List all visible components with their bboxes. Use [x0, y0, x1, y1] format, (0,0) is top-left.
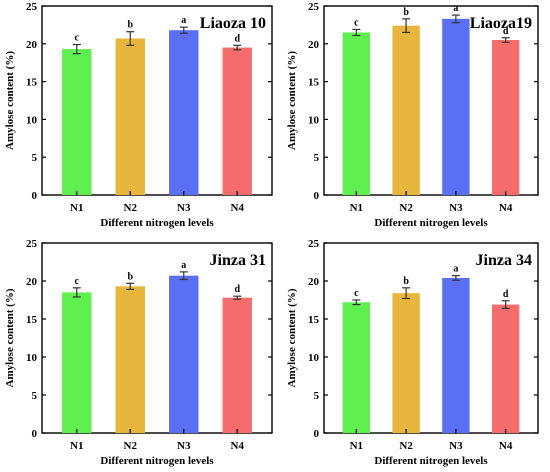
y-axis-title: Amylose content (%)	[4, 51, 16, 150]
plot-frame	[323, 242, 539, 434]
significance-letter: d	[503, 26, 509, 37]
x-tick-label: N3	[177, 440, 191, 452]
y-tick-label: 25	[26, 1, 38, 13]
x-tick-label: N1	[350, 440, 363, 452]
y-tick-label: 25	[308, 238, 320, 250]
y-tick-label: 0	[32, 428, 38, 440]
x-axis-title: Different nitrogen levels	[100, 455, 214, 467]
y-tick-label: 15	[26, 314, 38, 326]
significance-letter: a	[181, 15, 186, 26]
significance-letter: a	[453, 3, 458, 14]
chart-panel-2: 0 5 10 15 20 25 c N1 b N2 a N3 d N4 Liaoza19 Different …	[286, 1, 539, 229]
significance-letter: b	[403, 7, 409, 18]
x-tick-label: N3	[449, 202, 463, 214]
x-axis-title: Different nitrogen levels	[100, 217, 214, 229]
y-tick-label: 0	[314, 428, 320, 440]
plot-frame	[323, 5, 539, 196]
significance-letter: d	[503, 289, 509, 300]
x-tick-label: N1	[350, 202, 363, 214]
bar-n2	[392, 25, 420, 195]
y-tick-label: 20	[308, 276, 320, 288]
y-tick-label: 5	[32, 152, 38, 164]
x-axis-title: Different nitrogen levels	[374, 217, 488, 229]
x-tick-label: N4	[499, 440, 513, 452]
x-tick-label: N2	[399, 440, 413, 452]
significance-letter: b	[127, 271, 133, 282]
significance-letter: d	[234, 284, 240, 295]
bar-n4	[491, 40, 520, 195]
bar-n2	[392, 293, 420, 433]
y-tick-label: 20	[308, 39, 320, 51]
bar-n1	[62, 292, 92, 433]
bar-n1	[342, 32, 371, 196]
x-tick-label: N4	[499, 202, 513, 214]
chart-panel-3: 0 5 10 15 20 25 c N1 b N2 a N3 d N4 Jinza 31 Different …	[4, 238, 273, 467]
y-tick-label: 5	[314, 390, 320, 402]
panel-title: Jinza 34	[476, 252, 532, 269]
y-tick-label: 25	[26, 238, 38, 250]
panel-title: Jinza 31	[210, 252, 266, 269]
x-tick-label: N1	[70, 202, 83, 214]
x-tick-label: N3	[177, 202, 191, 214]
panel-title: Liaoza 10	[200, 15, 266, 32]
bar-n1	[62, 49, 92, 196]
y-axis-title: Amylose content (%)	[286, 288, 298, 387]
x-axis-title: Different nitrogen levels	[374, 455, 488, 467]
chart-panel-1: 0 5 10 15 20 25 c N1 b N2 a N3 d N4 Liaoza 10 Different…	[4, 1, 273, 229]
bar-n3	[169, 275, 199, 433]
significance-letter: c	[354, 288, 359, 299]
x-tick-label: N3	[449, 440, 463, 452]
x-tick-label: N2	[124, 440, 138, 452]
y-tick-label: 10	[308, 114, 320, 126]
significance-letter: a	[181, 260, 186, 271]
y-tick-label: 20	[26, 39, 38, 51]
bar-n4	[222, 47, 252, 195]
significance-letter: b	[127, 20, 133, 31]
bar-n3	[442, 277, 470, 433]
y-tick-label: 15	[26, 77, 38, 89]
significance-letter: c	[75, 33, 80, 44]
plot-frame	[41, 242, 273, 434]
x-tick-label: N4	[231, 202, 245, 214]
y-tick-label: 20	[26, 276, 38, 288]
y-tick-label: 15	[308, 77, 320, 89]
bar-n1	[342, 302, 371, 433]
bar-n4	[222, 297, 252, 433]
significance-letter: c	[354, 17, 359, 28]
y-tick-label: 0	[314, 190, 320, 202]
x-tick-label: N2	[124, 202, 138, 214]
y-tick-label: 0	[32, 190, 38, 202]
y-tick-label: 10	[26, 352, 38, 364]
y-tick-label: 10	[26, 114, 38, 126]
panel-title: Liaoza19	[470, 15, 532, 32]
significance-letter: b	[403, 276, 409, 287]
y-axis-title: Amylose content (%)	[286, 51, 298, 150]
x-tick-label: N4	[231, 440, 245, 452]
bar-n2	[115, 286, 145, 433]
bar-n4	[491, 304, 520, 433]
y-tick-label: 10	[308, 352, 320, 364]
bar-n3	[169, 30, 199, 195]
y-tick-label: 15	[308, 314, 320, 326]
x-tick-label: N1	[70, 440, 83, 452]
y-tick-label: 5	[314, 152, 320, 164]
bar-n2	[115, 38, 145, 196]
y-axis-title: Amylose content (%)	[4, 288, 16, 387]
plot-frame	[41, 5, 273, 196]
y-tick-label: 5	[32, 390, 38, 402]
y-tick-label: 25	[308, 1, 320, 13]
significance-letter: a	[453, 264, 458, 275]
significance-letter: d	[234, 33, 240, 44]
bar-n3	[442, 18, 470, 195]
x-tick-label: N2	[399, 202, 413, 214]
chart-panel-4: 0 5 10 15 20 25 c N1 b N2 a N3 d N4 Jinza 34 Different …	[286, 238, 539, 467]
significance-letter: c	[75, 276, 80, 287]
